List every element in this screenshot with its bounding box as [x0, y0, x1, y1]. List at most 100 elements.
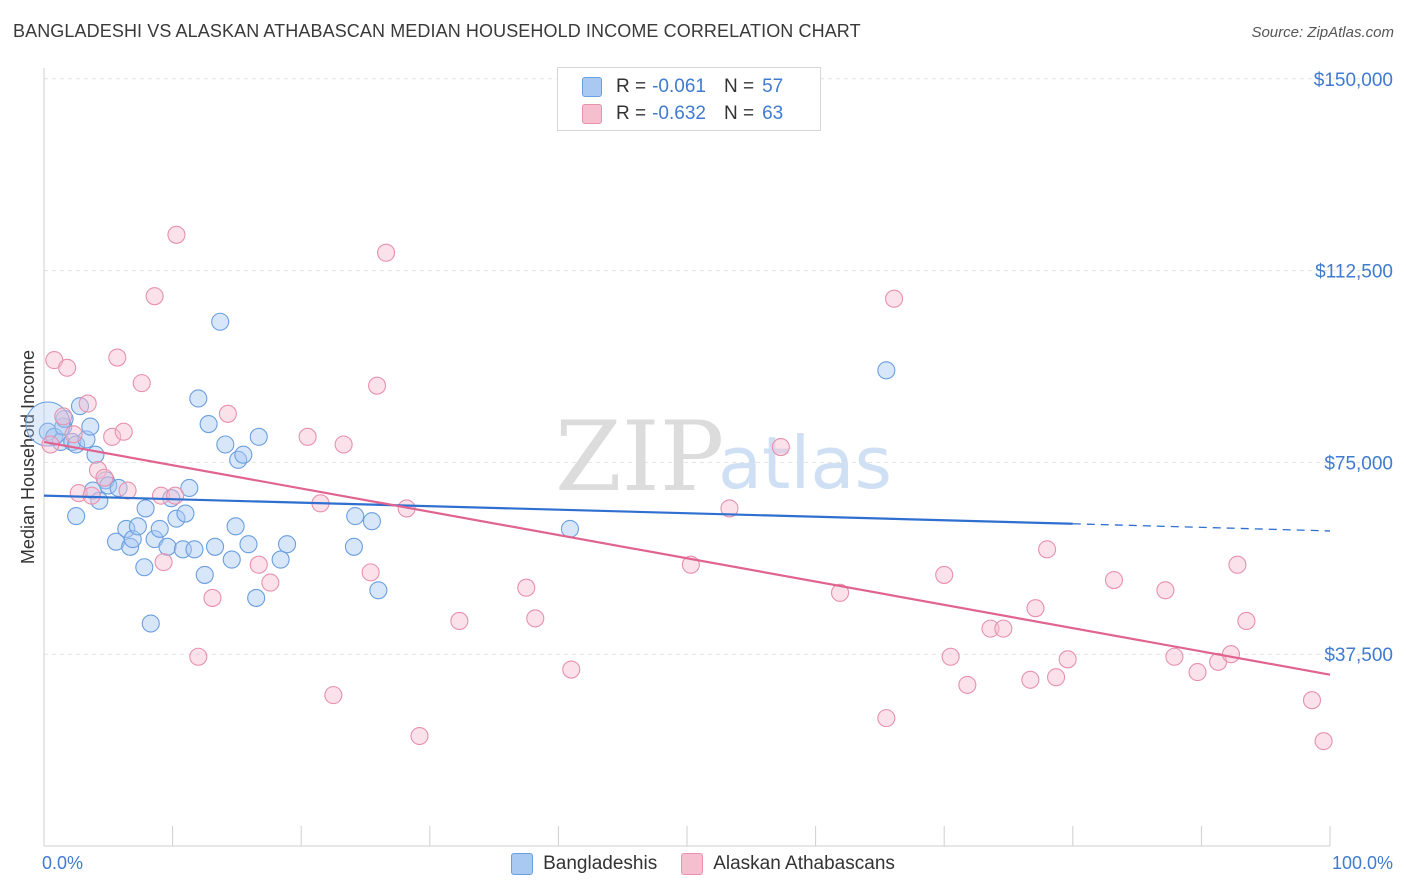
legend-n-label: N =: [723, 103, 755, 124]
data-point: [324, 686, 343, 705]
data-point: [517, 578, 536, 597]
data-point: [941, 647, 960, 666]
trend-lines: [43, 440, 1331, 676]
legend-r-label: R =: [616, 76, 647, 97]
data-point: [278, 535, 297, 554]
data-point: [86, 445, 105, 464]
data-point: [25, 401, 71, 447]
data-point: [103, 427, 122, 446]
data-point: [64, 425, 83, 444]
y-tick-label: $75,000: [1324, 453, 1393, 474]
data-point: [167, 225, 186, 244]
legend-row-alaskan-athabascans: R = -0.632 N = 63: [582, 101, 783, 127]
legend-swatch-bangladeshis: [582, 77, 602, 97]
data-point: [1026, 599, 1045, 618]
data-point: [1021, 670, 1040, 689]
data-point: [369, 581, 388, 600]
data-point: [249, 427, 268, 446]
data-point: [54, 407, 73, 426]
data-point: [994, 619, 1013, 638]
data-point: [1221, 645, 1241, 664]
data-point: [361, 563, 380, 582]
data-point: [216, 435, 235, 454]
x-tick-label-min: 0.0%: [42, 853, 83, 873]
legend-r-value: -0.061: [652, 76, 706, 97]
data-point: [234, 445, 253, 464]
data-point: [78, 394, 97, 413]
data-point: [114, 422, 133, 441]
data-point: [560, 519, 580, 538]
legend-n-value: 57: [762, 76, 784, 97]
data-point: [199, 414, 218, 434]
data-point: [720, 499, 739, 518]
data-point: [189, 389, 208, 408]
data-point: [1038, 540, 1057, 559]
data-point: [450, 611, 469, 631]
data-point: [334, 435, 353, 454]
data-point: [166, 486, 185, 505]
data-point: [58, 358, 77, 377]
grid-lines: [44, 78, 1394, 655]
watermark-zip: ZIP: [555, 401, 724, 513]
data-point: [830, 583, 850, 602]
legend-n-label: N =: [723, 76, 755, 97]
data-point: [176, 504, 195, 523]
y-tick-label: $37,500: [1324, 645, 1393, 666]
data-point: [222, 550, 241, 569]
data-point: [1302, 691, 1322, 710]
data-point: [1047, 668, 1066, 687]
trend-line: [43, 440, 1331, 676]
data-point: [218, 404, 237, 423]
data-point: [180, 478, 199, 498]
data-point: [211, 312, 230, 331]
data-point: [135, 558, 154, 577]
data-point: [150, 519, 169, 538]
data-point: [195, 565, 214, 584]
data-point: [1237, 611, 1256, 631]
data-point: [205, 537, 225, 556]
data-point: [82, 486, 101, 505]
watermark: ZIP atlas: [555, 401, 892, 513]
data-point: [298, 427, 317, 446]
data-point: [145, 287, 164, 306]
data-point: [249, 555, 268, 574]
y-tick-label: $112,500: [1315, 262, 1393, 283]
legend-label-alaskan-athabascans: Alaskan Athabascans: [713, 853, 895, 874]
x-axis-ticks: [172, 826, 1331, 846]
watermark-atlas: atlas: [718, 421, 892, 505]
data-point: [167, 509, 186, 528]
data-point: [877, 709, 896, 728]
data-point: [981, 619, 1000, 638]
legend-r-value: -0.632: [652, 103, 706, 124]
data-point: [771, 438, 790, 457]
data-point: [346, 507, 365, 526]
data-point: [1104, 570, 1124, 590]
legend-r-label: R =: [616, 103, 647, 124]
y-axis-label: Median Household Income: [18, 350, 38, 564]
data-point: [128, 517, 147, 536]
data-point: [377, 243, 396, 262]
legend-item-bangladeshis[interactable]: Bangladeshis: [511, 853, 657, 875]
data-point: [239, 535, 258, 554]
legend-item-alaskan-athabascans[interactable]: Alaskan Athabascans: [681, 853, 895, 875]
data-point: [136, 499, 155, 518]
data-point: [362, 512, 381, 531]
data-point: [203, 588, 222, 607]
series-alaskan-athabascans: [41, 225, 1333, 751]
data-point: [95, 468, 114, 487]
data-point: [229, 450, 248, 469]
series-legend: Bangladeshis Alaskan Athabascans: [0, 851, 1406, 877]
data-point: [185, 540, 204, 559]
data-point: [344, 537, 363, 556]
data-point: [368, 376, 387, 395]
trend-line-extension: [1072, 523, 1331, 532]
data-point: [81, 417, 100, 436]
data-point: [271, 550, 290, 569]
data-point: [261, 573, 280, 592]
legend-n-value: 63: [762, 103, 784, 124]
data-point: [1058, 650, 1077, 669]
data-point: [1165, 647, 1184, 666]
data-point: [54, 417, 73, 436]
legend-label-bangladeshis: Bangladeshis: [543, 853, 658, 874]
